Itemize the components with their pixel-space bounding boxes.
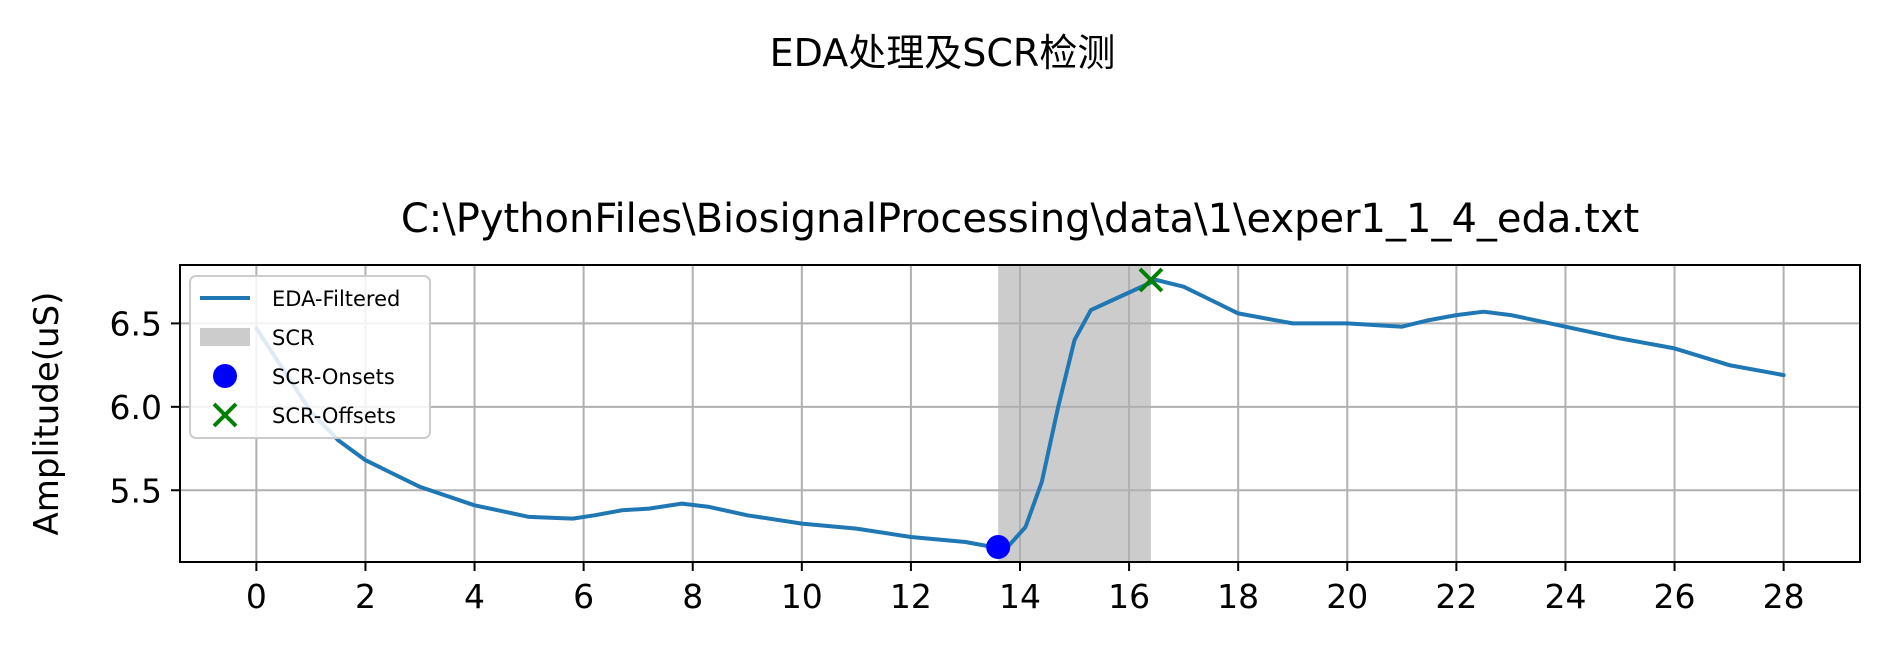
x-tick-label: 28 <box>1763 577 1805 616</box>
y-tick-label: 6.0 <box>110 388 162 427</box>
x-tick-label: 24 <box>1544 577 1586 616</box>
legend-label: EDA-Filtered <box>272 287 400 311</box>
legend-label: SCR-Onsets <box>272 365 395 389</box>
tick-layer: 0 2 4 6 8 10 12 14 16 18 20 22 24 26 285.56.06.5 <box>110 304 1805 616</box>
legend-swatch-circle <box>213 364 237 388</box>
x-tick-label: 10 <box>781 577 823 616</box>
legend-label: SCR-Offsets <box>272 404 396 428</box>
legend-swatch-patch <box>200 328 250 346</box>
legend-label: SCR <box>272 326 315 350</box>
chart-title: C:\PythonFiles\BiosignalProcessing\data\… <box>400 196 1640 242</box>
x-tick-label: 18 <box>1217 577 1259 616</box>
x-tick-label: 26 <box>1654 577 1696 616</box>
grid-layer <box>180 265 1860 562</box>
y-tick-label: 5.5 <box>110 471 162 510</box>
y-axis-label: Amplitude(uS) <box>27 292 67 536</box>
x-tick-label: 12 <box>890 577 932 616</box>
legend-swatch-x-b <box>212 402 238 428</box>
marker-layer <box>986 267 1164 559</box>
scr-offset-point-0 <box>1138 267 1164 293</box>
x-tick-label: 0 <box>246 577 267 616</box>
legend: EDA-Filtered SCR SCR-Onsets SCR-Offsets <box>189 275 431 439</box>
x-tick-label: 2 <box>355 577 376 616</box>
scr-offset-stroke-b <box>1138 267 1164 293</box>
scr-onset-point-0 <box>986 534 1011 559</box>
scr-region-0 <box>998 265 1151 562</box>
y-tick-label: 6.5 <box>110 304 162 343</box>
x-tick-label: 6 <box>573 577 594 616</box>
x-tick-label: 22 <box>1435 577 1477 616</box>
x-tick-label: 16 <box>1108 577 1150 616</box>
x-tick-label: 8 <box>682 577 703 616</box>
x-tick-label: 14 <box>999 577 1041 616</box>
legend-box <box>189 275 431 439</box>
x-tick-label: 20 <box>1326 577 1368 616</box>
series-line-0 <box>254 278 1786 549</box>
figure-suptitle: EDA处理及SCR检测 <box>769 31 1116 75</box>
x-tick-label: 4 <box>464 577 485 616</box>
series-layer <box>254 278 1786 549</box>
scr-region-layer <box>998 265 1151 562</box>
